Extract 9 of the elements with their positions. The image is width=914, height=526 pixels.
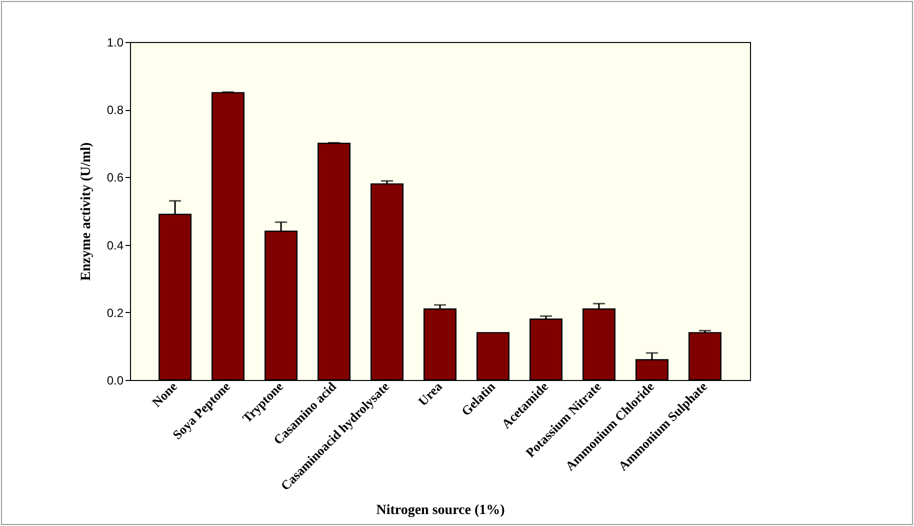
y-tick-label: 0.4: [106, 238, 124, 252]
y-tick-label: 0.2: [106, 306, 124, 320]
y-tick-label: 0.0: [106, 374, 124, 388]
y-tick-label: 1.0: [106, 36, 124, 50]
x-axis-title: Nitrogen source (1%): [376, 503, 506, 518]
y-tick-label: 0.8: [106, 103, 124, 118]
x-tick-label: Urea: [415, 378, 446, 409]
y-tick-label: 0.6: [106, 170, 124, 185]
y-axis-title: Enzyme activity (U/ml): [78, 142, 94, 281]
